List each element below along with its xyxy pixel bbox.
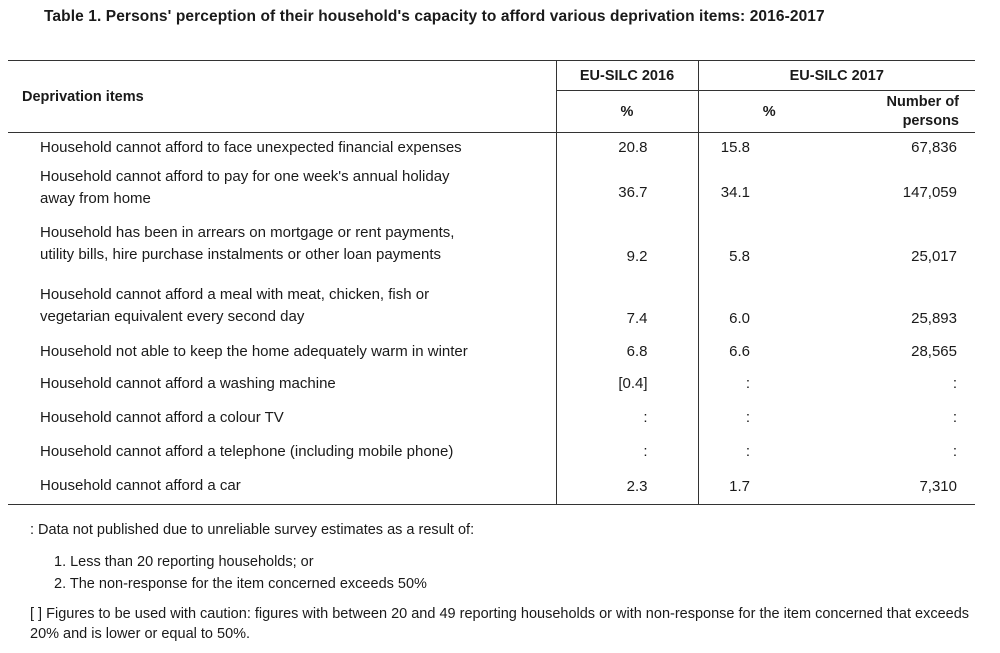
note-item-2: 2. The non-response for the item concern…: [54, 576, 427, 592]
header-percent-2016: %: [555, 90, 698, 133]
value-2016-percent: 7.4: [555, 274, 698, 337]
value-2017-persons: 147,059: [902, 183, 957, 201]
header-eu-silc-2016: EU-SILC 2016: [555, 60, 698, 91]
value-2017-percent: :: [697, 400, 840, 435]
value-2017-persons: 7,310: [840, 468, 975, 505]
value-2017-percent: 5.8: [697, 212, 840, 275]
value-2016-percent: 9.2: [555, 212, 698, 275]
row-label: Household cannot afford a telephone (inc…: [40, 442, 454, 460]
value-2017-persons: 67,836: [911, 139, 957, 157]
table-row: Household cannot afford to face unexpect…: [8, 132, 975, 163]
value-2016-percent: :: [555, 400, 698, 435]
row-label: Household has been in arrears on mortgag…: [40, 223, 455, 263]
value-2017-percent: 34.1: [697, 162, 840, 213]
table-row: Household cannot afford a car 2.3 1.7 7,310: [8, 468, 975, 505]
header-eu-silc-2017: EU-SILC 2017: [697, 60, 975, 91]
value-2017-percent: 6.0: [697, 274, 840, 337]
table-row: Household cannot afford a telephone (inc…: [8, 434, 975, 469]
header-deprivation-items: Deprivation items: [8, 60, 556, 133]
value-2017-persons: 25,017: [911, 247, 957, 265]
value-2017-percent: :: [697, 434, 840, 469]
value-2016-percent: [0.4]: [555, 366, 698, 401]
value-2017-persons: :: [952, 443, 957, 460]
row-label: Household cannot afford a meal with meat…: [40, 285, 430, 325]
table-row: Household has been in arrears on mortgag…: [8, 212, 975, 275]
row-label: Household cannot afford a colour TV: [40, 408, 284, 426]
value-2016-percent: 36.7: [555, 162, 698, 213]
deprivation-table: Deprivation items EU-SILC 2016 EU-SILC 2…: [8, 60, 975, 505]
table-row: Household cannot afford a washing machin…: [8, 366, 975, 401]
row-label: Household cannot afford a washing machin…: [40, 374, 336, 392]
value-2017-persons: 25,893: [911, 309, 957, 327]
value-2017-percent: 1.7: [697, 468, 840, 505]
note-caution: [ ] Figures to be used with caution: fig…: [30, 606, 970, 642]
table-row: Household cannot afford a colour TV:::: [8, 400, 975, 435]
table-row: Household not able to keep the home adeq…: [8, 336, 975, 367]
value-2016-percent: :: [555, 434, 698, 469]
value-2017-persons: :: [952, 375, 957, 392]
value-2016-percent: 6.8: [555, 336, 698, 367]
table-row: Household cannot afford to pay for one w…: [8, 162, 975, 213]
value-2016-percent: 20.8: [555, 132, 698, 163]
note-item-1: 1. Less than 20 reporting households; or: [54, 554, 314, 570]
value-2017-percent: 6.6: [697, 336, 840, 367]
value-2017-percent: :: [697, 366, 840, 401]
value-2016-percent: 2.3: [555, 468, 698, 505]
table-caption: Table 1. Persons' perception of their ho…: [44, 8, 825, 25]
note-unpublished: : Data not published due to unreliable s…: [30, 522, 475, 538]
table-row: Household cannot afford a meal with meat…: [8, 274, 975, 337]
header-percent-2017: %: [697, 90, 840, 133]
row-label: Household cannot afford to face unexpect…: [40, 138, 462, 156]
value-2017-persons: :: [952, 409, 957, 426]
value-2017-percent: 15.8: [697, 132, 840, 163]
row-label: Household cannot afford to pay for one w…: [40, 167, 450, 207]
value-2017-persons: 28,565: [911, 343, 957, 360]
row-label: Household not able to keep the home adeq…: [40, 342, 468, 360]
header-number-of-persons: Number of persons: [840, 90, 975, 133]
row-label: Household cannot afford a car: [8, 468, 556, 505]
